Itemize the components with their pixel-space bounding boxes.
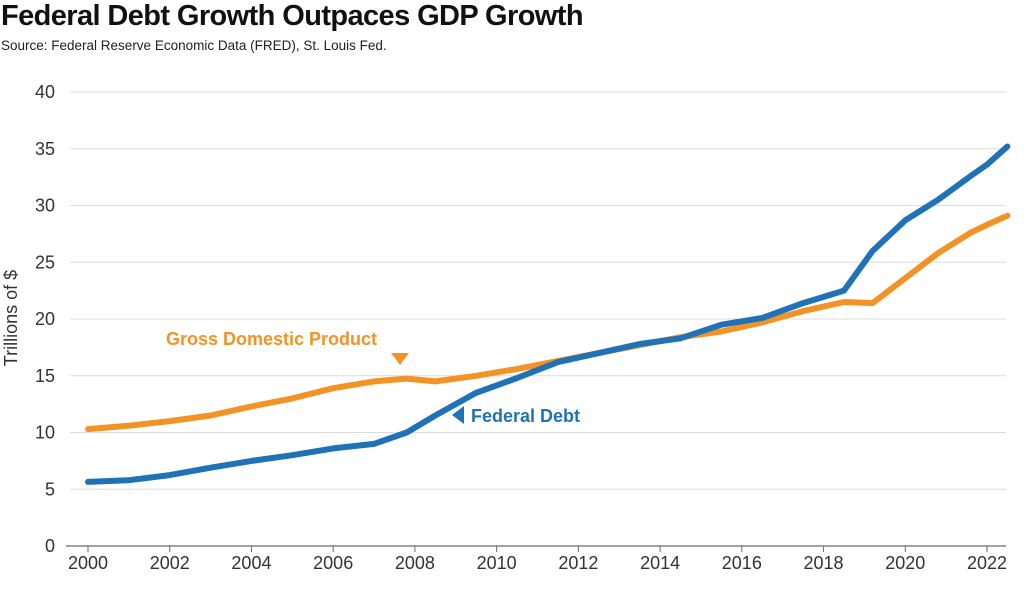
down-arrow-icon	[391, 353, 409, 365]
y-tick-label: 5	[45, 479, 55, 499]
y-tick-label: 30	[35, 196, 55, 216]
chart-source: Source: Federal Reserve Economic Data (F…	[1, 38, 387, 53]
series-line-federal-debt	[85, 143, 1011, 485]
left-arrow-icon	[452, 406, 464, 424]
series-annotations: Gross Domestic Product Federal Debt	[166, 329, 580, 426]
y-axis-ticks: 0 5 10 15 20 25 30 35 40	[35, 82, 55, 556]
y-tick-label: 15	[35, 366, 55, 386]
x-tick-label: 2018	[804, 553, 844, 573]
x-tick-label: 2008	[395, 553, 435, 573]
series-line-gdp	[85, 212, 1011, 433]
x-tick-label: 2010	[477, 553, 517, 573]
gridlines	[70, 91, 1006, 490]
series-lines	[85, 143, 1011, 485]
y-tick-label: 25	[35, 252, 55, 272]
x-tick-label: 2022	[967, 553, 1007, 573]
series-label-federal-debt: Federal Debt	[471, 406, 580, 426]
y-tick-label: 40	[35, 82, 55, 102]
y-tick-label: 0	[45, 536, 55, 556]
x-tick-label: 2006	[313, 553, 353, 573]
x-tick-label: 2004	[231, 553, 271, 573]
x-tick-label: 2012	[558, 553, 598, 573]
y-tick-label: 10	[35, 423, 55, 443]
y-tick-label: 35	[35, 139, 55, 159]
chart-title: Federal Debt Growth Outpaces GDP Growth	[1, 0, 584, 32]
series-label-gdp: Gross Domestic Product	[166, 329, 377, 349]
x-tick-label: 2014	[640, 553, 680, 573]
x-tick-label: 2000	[68, 553, 108, 573]
y-tick-label: 20	[35, 309, 55, 329]
y-axis-label: Trillions of $	[1, 270, 21, 366]
x-tick-label: 2020	[885, 553, 925, 573]
x-tick-label: 2016	[722, 553, 762, 573]
x-tick-label: 2002	[150, 553, 190, 573]
x-axis-ticks: 2000 2002 2004 2006 2008 2010 2012 2014 2016 2018…	[68, 546, 1007, 573]
